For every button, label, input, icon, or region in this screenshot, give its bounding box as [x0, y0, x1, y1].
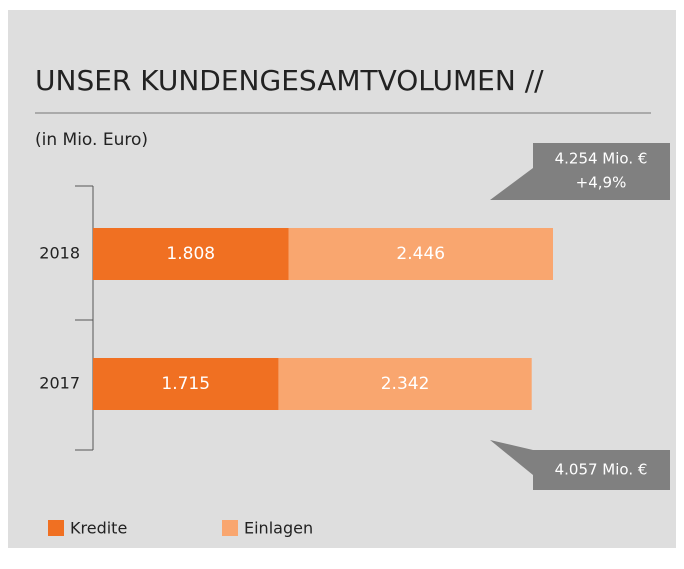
legend-label: Einlagen	[244, 519, 313, 538]
callout-pointer	[490, 440, 533, 475]
bar-segment	[93, 358, 279, 410]
bar-segment	[288, 228, 553, 280]
value-label: 1.808	[166, 244, 215, 264]
chart-title: UNSER KUNDENGESAMTVOLUMEN //	[35, 64, 544, 97]
annotation: +4,9%	[576, 174, 627, 192]
y-tick-label: 2018	[39, 244, 80, 263]
annotation: 4.254 Mio. €	[555, 150, 648, 168]
y-tick-label: 2017	[39, 374, 80, 393]
callout-pointer	[490, 168, 533, 200]
value-label: 2.446	[396, 244, 445, 264]
value-label: 1.715	[161, 374, 210, 394]
chart-subtitle: (in Mio. Euro)	[35, 130, 148, 150]
value-label: 2.342	[381, 374, 430, 394]
callout-box	[533, 450, 670, 490]
bar-segment	[93, 228, 289, 280]
bar-segment	[278, 358, 532, 410]
callout-box	[533, 143, 670, 200]
annotation: 4.057 Mio. €	[555, 461, 648, 479]
legend-swatch	[222, 520, 238, 536]
legend-label: Kredite	[70, 519, 127, 538]
legend-swatch	[48, 520, 64, 536]
